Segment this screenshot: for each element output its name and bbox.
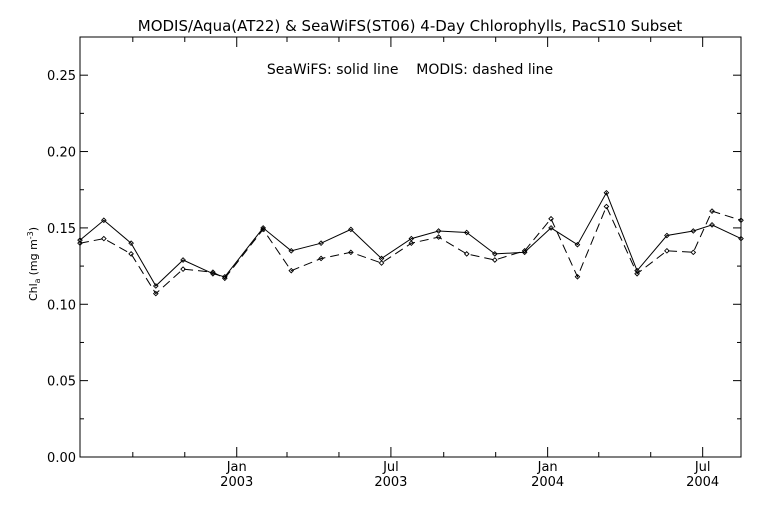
y-tick-label: 0.05 [47,375,76,390]
data-point-modis [180,266,186,272]
data-point-modis [548,215,554,222]
data-point-seawifs [101,217,107,224]
data-point-seawifs [491,251,498,257]
data-point-modis [318,255,324,262]
x-tick-month-label: Jul [382,460,399,475]
data-point-modis [77,240,83,247]
y-axis: 0.00 0.05 0.10 0.15 0.20 0.25 [47,36,741,466]
plot-frame [79,36,742,458]
data-point-seawifs [664,232,670,239]
data-point-modis [634,270,640,277]
y-axis-label: Chla (mg m-3) [26,227,42,301]
y-tick-label: 0.20 [47,146,76,161]
data-point-seawifs [690,228,697,234]
data-point-modis [738,217,744,224]
x-tick-month-label: Jan [537,460,558,475]
y-axis-label-unit: (mg m [27,239,40,275]
series-modis [77,203,744,297]
chart-title: MODIS/Aqua(AT22) & SeaWiFS(ST06) 4-Day C… [138,17,683,35]
x-tick-year-label: 2004 [531,475,564,490]
data-point-modis [378,260,385,266]
data-point-modis [709,208,715,214]
series-line-modis [79,205,742,295]
data-point-seawifs [709,222,715,228]
data-point-seawifs [738,235,744,242]
data-point-modis [152,290,159,297]
data-point-seawifs [180,257,186,263]
data-point-modis [408,240,415,247]
chart-annotation: SeaWiFS: solid line MODIS: dashed line [267,62,553,78]
series-layer [77,189,744,297]
data-point-modis [128,251,134,257]
y-axis-label-subscript: a [33,278,42,283]
data-point-modis [603,203,610,210]
y-tick-label: 0.10 [47,298,76,313]
data-point-seawifs [288,247,295,254]
series-seawifs [77,189,744,289]
data-point-modis [463,251,470,257]
data-point-modis [260,226,266,233]
data-point-seawifs [128,240,134,247]
x-tick-month-label: Jul [694,460,711,475]
data-point-seawifs [463,229,470,236]
data-point-modis [101,235,107,242]
data-point-seawifs [348,226,354,233]
x-tick-month-label: Jan [226,460,247,475]
y-tick-label: 0.00 [47,451,76,466]
data-point-modis [348,249,354,256]
data-point-modis [435,234,442,240]
y-axis-label-main: Chl [27,283,40,301]
data-point-seawifs [548,225,554,231]
data-point-modis [221,275,228,282]
x-tick-year-label: 2004 [686,475,719,490]
data-point-seawifs [152,283,159,289]
y-axis-label-unit-close: ) [27,227,40,231]
data-point-modis [210,269,216,276]
data-point-seawifs [603,189,610,196]
data-point-modis [690,249,697,256]
series-line-seawifs [79,191,742,287]
data-point-modis [574,273,581,280]
x-tick-year-label: 2003 [374,475,407,490]
data-point-modis [521,247,528,254]
y-tick-label: 0.15 [47,222,76,237]
data-point-modis [664,247,670,254]
data-point-seawifs [435,228,442,234]
data-point-seawifs [77,237,83,243]
x-tick-year-label: 2003 [220,475,253,490]
data-point-modis [491,257,498,263]
y-axis-label-exponent: -3 [26,231,35,239]
data-point-modis [288,267,295,274]
data-point-seawifs [574,241,581,248]
y-tick-label: 0.25 [47,69,76,84]
data-point-seawifs [318,240,324,247]
